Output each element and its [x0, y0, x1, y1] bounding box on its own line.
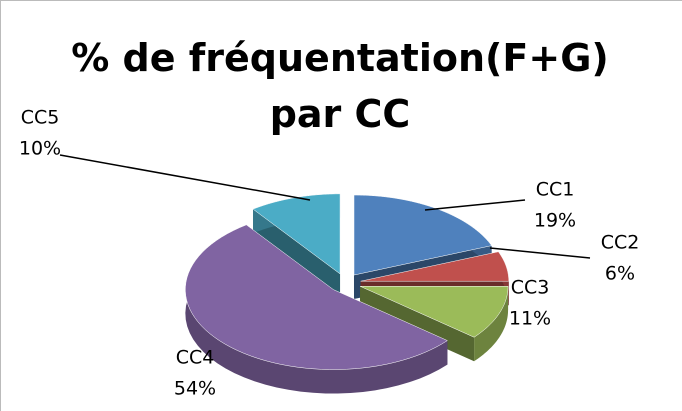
slice	[185, 224, 448, 370]
data-label-value: 6%	[605, 263, 635, 285]
leader-line	[424, 199, 526, 211]
leader-line	[59, 154, 311, 201]
data-label-name: CC4	[176, 347, 215, 369]
slice	[359, 286, 509, 338]
data-label-value: 10%	[19, 138, 61, 160]
leader-line	[489, 247, 591, 259]
slice-side	[253, 209, 341, 298]
slice	[360, 251, 509, 282]
slice-wall	[185, 224, 448, 394]
data-label-value: 11%	[509, 308, 551, 330]
data-label-value: 54%	[174, 378, 216, 400]
data-label-name: CC5	[21, 107, 60, 129]
data-label-name: CC3	[511, 277, 550, 299]
data-label-value: 19%	[534, 210, 576, 232]
chart-title: % de fréquentation(F+G) par CC	[71, 36, 609, 136]
data-label-name: CC2	[601, 232, 640, 254]
data-label-name: CC1	[536, 179, 575, 201]
